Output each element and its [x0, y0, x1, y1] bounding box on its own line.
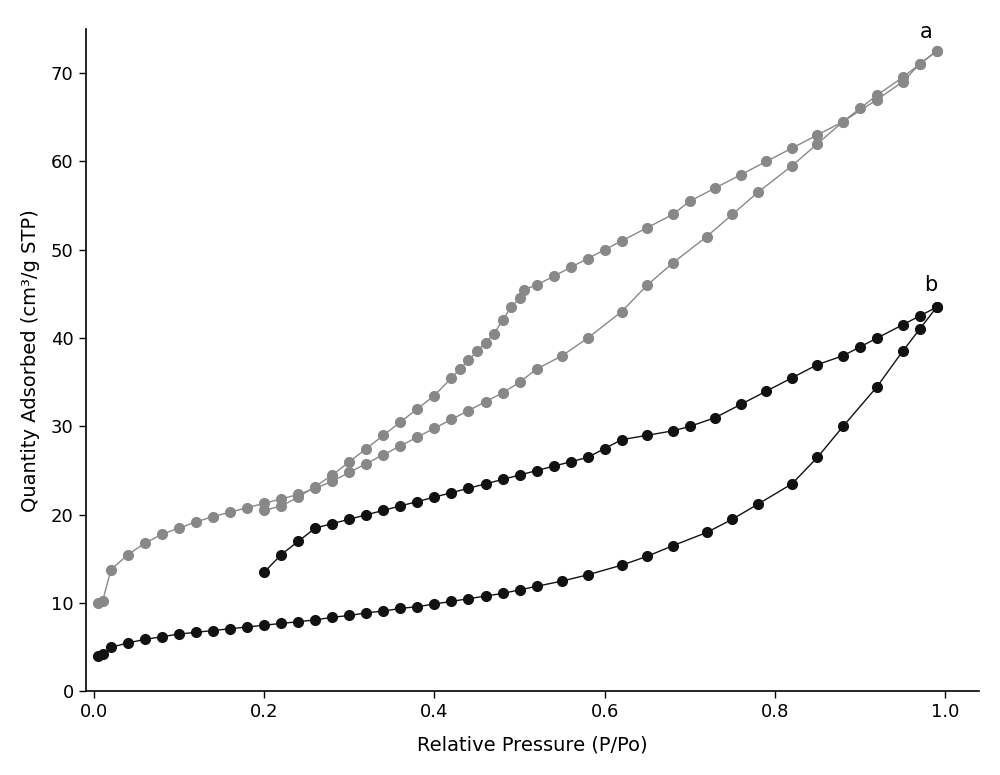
- Text: b: b: [924, 275, 937, 295]
- Y-axis label: Quantity Adsorbed (cm³/g STP): Quantity Adsorbed (cm³/g STP): [21, 208, 40, 512]
- X-axis label: Relative Pressure (P/Po): Relative Pressure (P/Po): [417, 735, 648, 754]
- Text: a: a: [920, 22, 932, 42]
